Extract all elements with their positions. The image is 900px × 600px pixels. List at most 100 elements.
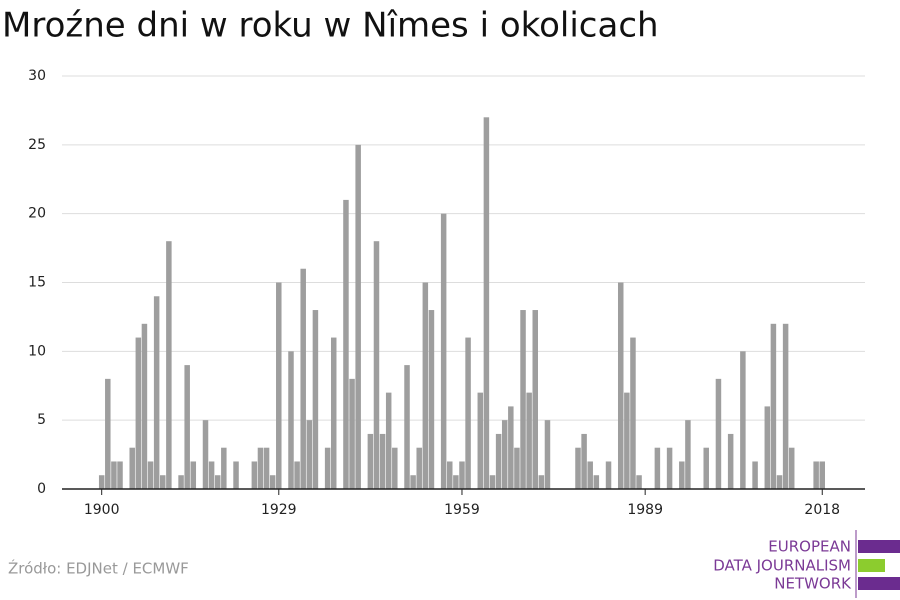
bar — [501, 420, 508, 489]
bar — [447, 461, 453, 489]
bar — [141, 323, 148, 489]
bar — [526, 392, 532, 489]
bar — [813, 461, 819, 489]
bar — [385, 392, 392, 489]
chart-title: Mroźne dni w roku w Nîmes i okolicach — [2, 6, 659, 46]
bar — [276, 282, 282, 489]
x-tick-label: 1959 — [444, 502, 480, 518]
bar — [221, 447, 227, 489]
bar — [520, 310, 526, 489]
bar — [776, 475, 783, 489]
bar — [770, 323, 777, 489]
logo-text: NETWORK — [774, 575, 852, 593]
logo-bar — [858, 540, 900, 553]
bar — [624, 392, 630, 489]
bar — [727, 433, 734, 489]
bar — [495, 433, 502, 489]
y-tick-label: 5 — [37, 412, 46, 428]
bar — [202, 420, 209, 489]
bar — [465, 337, 471, 489]
bar — [428, 310, 435, 489]
bar — [593, 475, 600, 489]
bar — [782, 323, 789, 489]
bar — [422, 282, 429, 489]
logo-text: DATA JOURNALISM — [713, 557, 851, 575]
bar — [764, 406, 771, 489]
bar — [666, 447, 673, 489]
bar — [153, 296, 160, 489]
bar — [343, 199, 349, 489]
bar — [257, 447, 264, 489]
x-tick-label: 1929 — [261, 502, 297, 518]
logo-bar — [858, 577, 900, 590]
logo-bar — [858, 559, 885, 572]
y-tick-label: 20 — [28, 206, 46, 222]
bar — [440, 213, 447, 489]
bar — [214, 475, 221, 489]
bar — [508, 406, 514, 489]
bar — [166, 241, 172, 489]
bar — [514, 447, 520, 489]
bar — [111, 461, 117, 489]
bar — [98, 475, 105, 489]
bar — [233, 461, 239, 489]
bar — [288, 351, 294, 489]
bar — [654, 447, 661, 489]
bar — [404, 365, 410, 489]
bar — [269, 475, 276, 489]
logo-text: EUROPEAN — [768, 538, 851, 556]
bar — [477, 392, 484, 489]
x-tick-label: 2018 — [804, 502, 840, 518]
bar — [410, 475, 416, 489]
bar — [740, 351, 746, 489]
bar — [294, 461, 300, 489]
bar — [630, 337, 636, 489]
bar — [392, 447, 398, 489]
bar — [685, 420, 691, 489]
bar — [330, 337, 337, 489]
bar — [160, 475, 166, 489]
bar — [147, 461, 154, 489]
bar — [617, 282, 624, 489]
y-tick-label: 0 — [37, 481, 46, 497]
bar — [587, 461, 593, 489]
bar — [453, 475, 459, 489]
bar — [459, 461, 465, 489]
bar — [367, 433, 374, 489]
bar — [489, 475, 496, 489]
bar — [788, 447, 795, 489]
bar — [544, 420, 551, 489]
bar — [538, 475, 545, 489]
bar — [208, 461, 215, 489]
bar — [636, 475, 642, 489]
bar — [306, 420, 313, 489]
bar — [703, 447, 709, 489]
bar — [483, 117, 490, 490]
bar — [575, 447, 581, 489]
y-tick-label: 30 — [28, 68, 46, 84]
bar — [715, 378, 722, 489]
bar — [190, 461, 197, 489]
bar — [605, 461, 612, 489]
bar — [532, 310, 538, 489]
bar — [117, 461, 123, 489]
bar — [752, 461, 758, 489]
bar — [324, 447, 331, 489]
bar — [581, 433, 587, 489]
bar — [679, 461, 685, 489]
bar — [355, 144, 361, 490]
bar — [178, 475, 184, 489]
bar — [349, 378, 355, 489]
bar — [251, 461, 258, 489]
y-tick-label: 15 — [28, 275, 46, 291]
x-tick-label: 1989 — [627, 502, 663, 518]
x-tick-label: 1900 — [84, 502, 120, 518]
bar — [135, 337, 142, 489]
source: Źródło: EDJNet / ECMWF — [8, 559, 189, 578]
bar — [263, 447, 270, 489]
bar — [373, 241, 380, 489]
bar — [105, 378, 111, 489]
bar — [379, 433, 386, 489]
bar — [819, 461, 826, 489]
